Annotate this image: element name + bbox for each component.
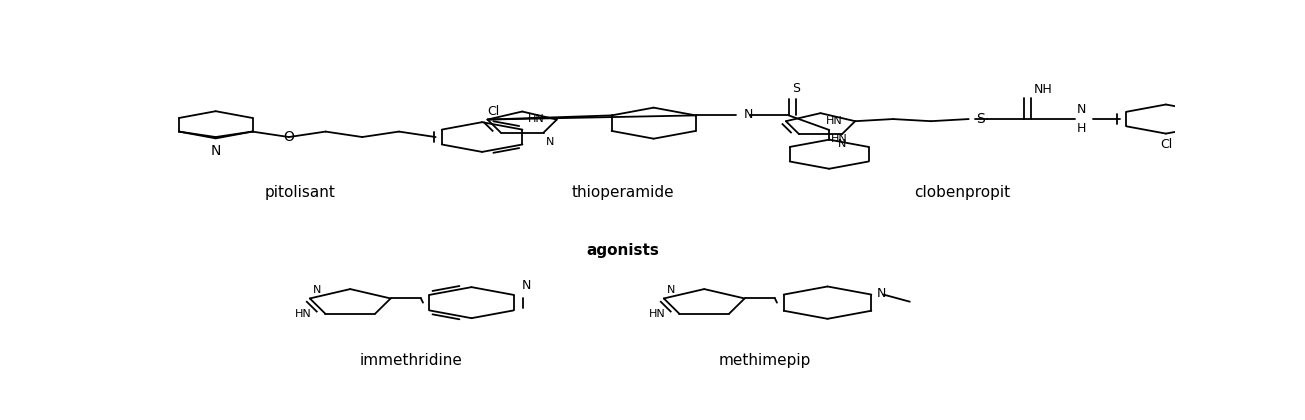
- Text: H: H: [1077, 122, 1086, 135]
- Text: Cl: Cl: [1160, 139, 1172, 152]
- Text: N: N: [667, 285, 675, 295]
- Text: methimepip: methimepip: [719, 353, 812, 368]
- Text: O: O: [283, 130, 295, 144]
- Text: thioperamide: thioperamide: [572, 185, 675, 200]
- Text: HN: HN: [831, 134, 848, 144]
- Text: N: N: [545, 137, 553, 147]
- Text: clobenpropit: clobenpropit: [913, 185, 1010, 200]
- Text: pitolisant: pitolisant: [264, 185, 335, 200]
- Text: N: N: [522, 279, 531, 292]
- Text: HN: HN: [826, 116, 843, 126]
- Text: S: S: [976, 112, 985, 126]
- Text: NH: NH: [1034, 83, 1052, 96]
- Text: agonists: agonists: [587, 244, 660, 258]
- Text: immethridine: immethridine: [359, 353, 462, 368]
- Text: HN: HN: [295, 309, 312, 319]
- Text: N: N: [744, 108, 753, 121]
- Text: Cl: Cl: [487, 105, 500, 118]
- Text: HN: HN: [529, 114, 544, 124]
- Text: S: S: [792, 82, 800, 94]
- Text: N: N: [1077, 103, 1086, 116]
- Text: N: N: [877, 287, 886, 300]
- Text: N: N: [313, 285, 321, 295]
- Text: N: N: [838, 139, 846, 149]
- Text: HN: HN: [650, 309, 666, 319]
- Text: N: N: [210, 144, 221, 158]
